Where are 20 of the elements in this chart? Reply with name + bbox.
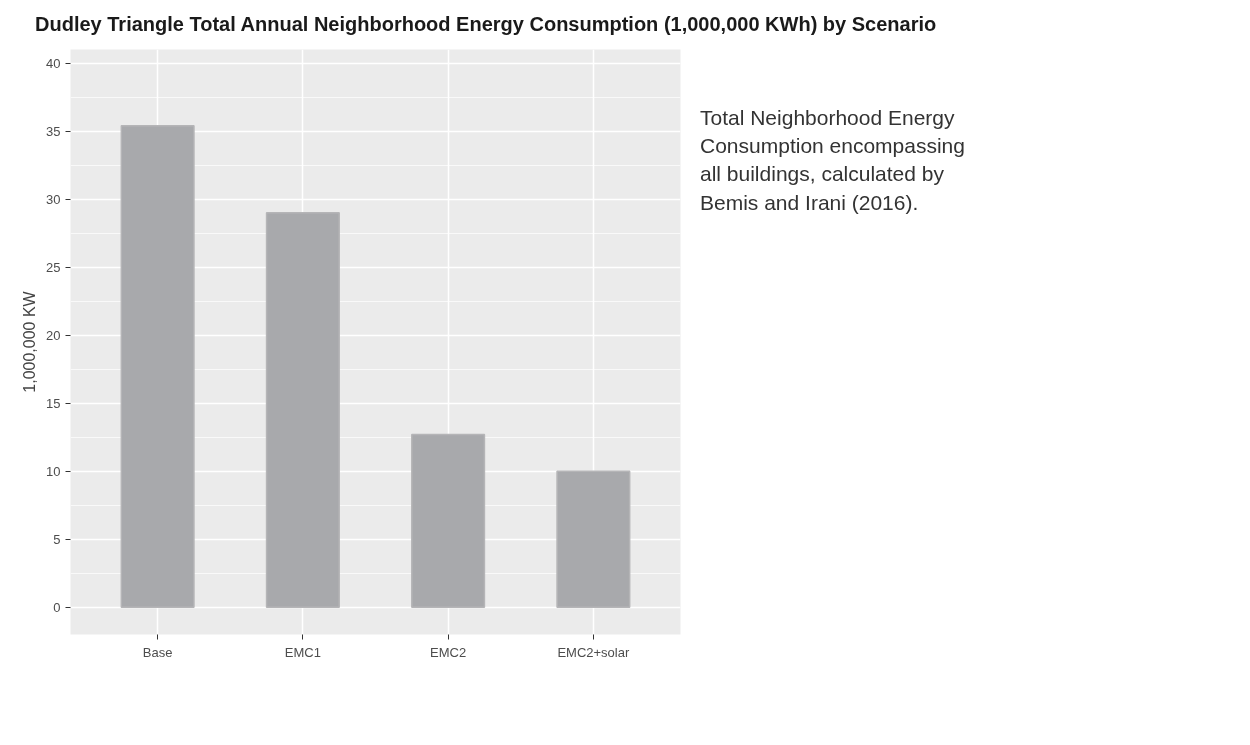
- y-axis-title: 1,000,000 KW: [21, 289, 39, 393]
- x-tick-label: EMC2: [430, 644, 467, 660]
- y-tick-label: 25: [46, 259, 61, 275]
- bar: [411, 433, 486, 608]
- bar: [265, 211, 340, 608]
- x-tick-label: EMC2+solar: [557, 644, 630, 660]
- y-tick-label: 10: [46, 463, 61, 479]
- bar: [120, 124, 195, 608]
- y-tick-label: 40: [46, 55, 61, 71]
- x-tick-label: Base: [142, 644, 173, 660]
- x-tick-label: EMC1: [284, 644, 321, 660]
- y-tick-label: 35: [46, 123, 61, 139]
- y-tick-label: 30: [46, 191, 61, 207]
- chart-title: Dudley Triangle Total Annual Neighborhood Energy Consumption (1,000,000 KWh) by Scenario: [35, 12, 937, 37]
- y-tick-label: 15: [46, 395, 61, 411]
- y-tick-label: 0: [53, 599, 61, 615]
- y-tick-label: 20: [46, 327, 61, 343]
- y-tick-label: 5: [53, 531, 61, 547]
- text: Total Neighborhood Energy Consumption encompassing all buildings, calculated by Bemis and Irani (2016).: [700, 104, 966, 216]
- bar: [556, 470, 631, 608]
